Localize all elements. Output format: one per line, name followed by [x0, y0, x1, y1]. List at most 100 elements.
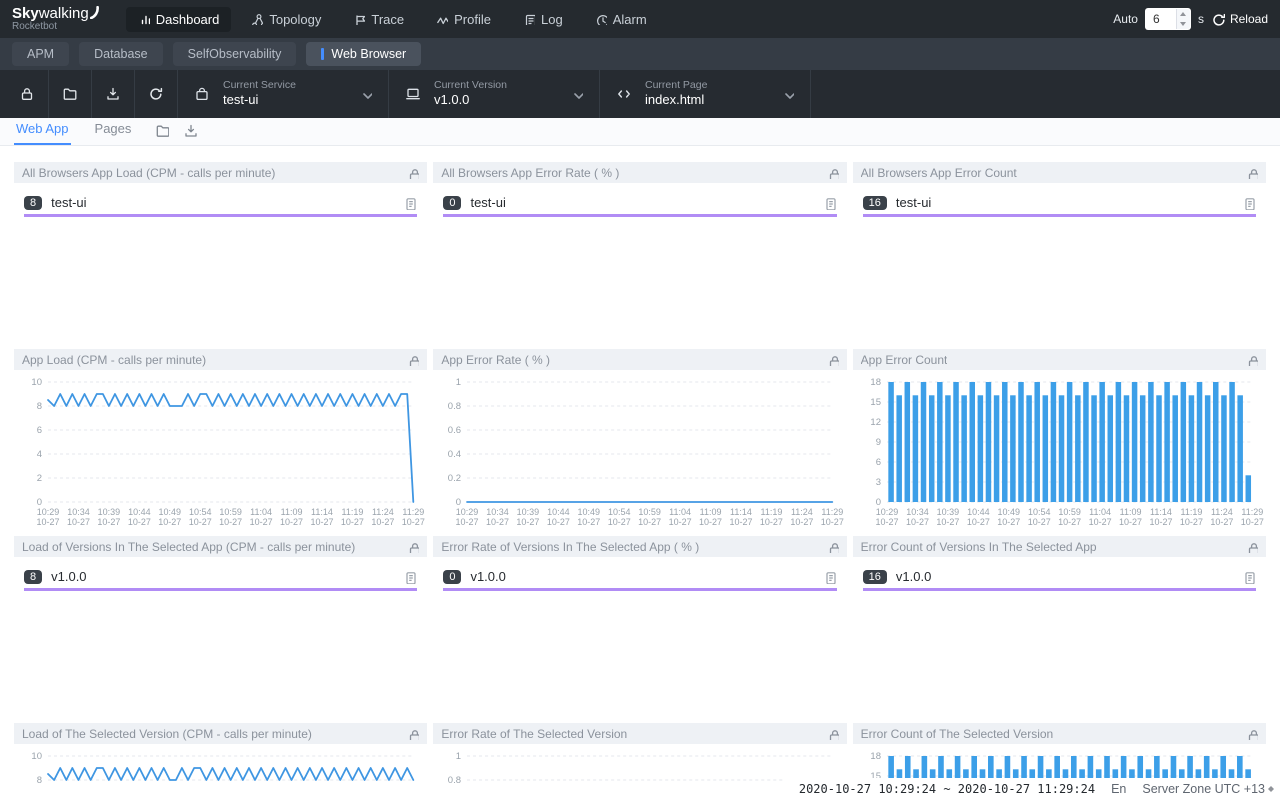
lock-icon[interactable]	[827, 354, 839, 366]
metric-name: v1.0.0	[470, 569, 506, 584]
tab-self-observability[interactable]: SelfObservability	[172, 42, 297, 66]
lock-icon[interactable]	[407, 541, 420, 553]
log-icon	[525, 14, 535, 25]
nav-topology[interactable]: Topology	[239, 7, 333, 32]
svg-text:10-27: 10-27	[189, 517, 212, 527]
zone-stepper[interactable]	[1268, 786, 1274, 792]
nav-dashboard[interactable]: Dashboard	[125, 6, 232, 32]
metric-list-item[interactable]: 16 v1.0.0	[862, 565, 1256, 591]
panel-header: All Browsers App Load (CPM - calls per m…	[14, 162, 428, 183]
lock-icon[interactable]	[1246, 728, 1258, 740]
lock-icon[interactable]	[1246, 167, 1258, 179]
nav-label: Topology	[269, 11, 322, 27]
svg-text:11:24: 11:24	[791, 507, 813, 517]
dashboard-icon	[139, 15, 150, 25]
nav-log[interactable]: Log	[511, 7, 575, 32]
divider	[177, 70, 178, 118]
current-page-selector[interactable]: Current Page index.html	[600, 70, 810, 118]
export-button[interactable]	[92, 70, 134, 118]
tab-web-browser[interactable]: Web Browser	[306, 42, 422, 66]
metric-list-item[interactable]: 8 test-ui	[24, 191, 418, 217]
metric-list-item[interactable]: 0 v1.0.0	[443, 565, 837, 591]
tab-label: Database	[94, 47, 148, 61]
copy-icon[interactable]	[1242, 196, 1256, 210]
metric-list-item[interactable]: 8 v1.0.0	[24, 565, 418, 591]
tab-apm[interactable]: APM	[12, 42, 70, 66]
metric-badge: 8	[24, 195, 43, 210]
svg-text:0: 0	[875, 497, 880, 508]
dashboard-panel: All Browsers App Load (CPM - calls per m…	[14, 162, 428, 345]
copy-icon[interactable]	[403, 196, 417, 210]
copy-icon[interactable]	[1242, 570, 1256, 584]
folder-icon[interactable]	[155, 123, 170, 137]
nav-profile[interactable]: Profile	[424, 7, 503, 32]
lock-button[interactable]	[6, 70, 48, 118]
lock-icon[interactable]	[407, 167, 420, 179]
selector-label: Current Page	[645, 79, 708, 92]
spinner-up-icon[interactable]	[1177, 9, 1190, 19]
panel-header: Error Rate of The Selected Version	[433, 723, 847, 744]
panel-title: App Load (CPM - calls per minute)	[22, 352, 207, 367]
metric-badge: 8	[24, 569, 43, 584]
svg-text:18: 18	[870, 751, 881, 762]
svg-text:12: 12	[870, 417, 881, 428]
lock-icon[interactable]	[1246, 354, 1258, 366]
divider	[134, 70, 135, 118]
tab-label: Pages	[94, 121, 132, 136]
refresh-button[interactable]	[135, 70, 177, 118]
lock-icon[interactable]	[407, 354, 420, 366]
divider	[599, 70, 600, 118]
svg-text:10-27: 10-27	[310, 517, 333, 527]
svg-text:10:39: 10:39	[936, 507, 959, 517]
tab-web-app[interactable]: Web App	[14, 116, 71, 145]
lock-icon[interactable]	[1246, 541, 1258, 553]
selector-value: index.html	[645, 92, 705, 108]
logo[interactable]: Sky walking Rocketbot	[12, 6, 100, 32]
panel-title: App Error Count	[860, 352, 948, 367]
reload-button[interactable]: Reload	[1211, 12, 1268, 26]
folder-button[interactable]	[49, 70, 91, 118]
copy-icon[interactable]	[823, 196, 837, 210]
svg-text:10:54: 10:54	[608, 507, 631, 517]
number-spinner	[1175, 9, 1190, 29]
copy-icon[interactable]	[823, 570, 837, 584]
metric-list-item[interactable]: 16 test-ui	[862, 191, 1256, 217]
dashboard-panel: Load of The Selected Version (CPM - call…	[14, 723, 428, 800]
svg-text:10:34: 10:34	[67, 507, 90, 517]
tab-database[interactable]: Database	[79, 42, 163, 66]
nav-alarm[interactable]: Alarm	[583, 7, 659, 32]
tab-label: SelfObservability	[187, 47, 282, 61]
svg-text:10:44: 10:44	[128, 507, 151, 517]
lock-icon[interactable]	[407, 728, 420, 740]
time-range-picker[interactable]: 2020-10-27 10:29:24 ~ 2020-10-27 11:29:2…	[798, 782, 1096, 796]
divider	[388, 70, 389, 118]
current-service-selector[interactable]: Current Service test-ui	[178, 70, 388, 118]
lock-icon	[21, 88, 33, 100]
nav-trace[interactable]: Trace	[341, 7, 416, 32]
spinner-down-icon[interactable]	[1177, 19, 1190, 29]
brand-subtitle: Rocketbot	[12, 20, 58, 32]
page-icon	[618, 89, 630, 98]
svg-text:10:29: 10:29	[875, 507, 898, 517]
svg-text:10:54: 10:54	[1028, 507, 1051, 517]
svg-text:4: 4	[37, 449, 42, 460]
lock-icon[interactable]	[827, 728, 839, 740]
svg-text:10:49: 10:49	[997, 507, 1020, 517]
lock-icon[interactable]	[827, 167, 839, 179]
metric-list-item[interactable]: 0 test-ui	[443, 191, 837, 217]
panel-title: Error Rate of Versions In The Selected A…	[441, 539, 700, 554]
dashboard-panel: All Browsers App Error Count 16 test-ui	[852, 162, 1266, 345]
download-icon[interactable]	[183, 123, 198, 137]
svg-text:10:49: 10:49	[578, 507, 601, 517]
svg-text:10-27: 10-27	[371, 517, 394, 527]
lock-icon[interactable]	[827, 541, 839, 553]
metric-name: v1.0.0	[895, 569, 932, 584]
svg-text:11:04: 11:04	[670, 507, 692, 517]
service-icon	[196, 87, 208, 100]
tab-pages[interactable]: Pages	[93, 116, 134, 145]
endpoint-tabs-bar: APM Database SelfObservability Web Brows…	[0, 38, 1280, 70]
copy-icon[interactable]	[403, 570, 417, 584]
language-toggle[interactable]: En	[1111, 782, 1127, 796]
current-version-selector[interactable]: Current Version v1.0.0	[389, 70, 599, 118]
svg-text:10:54: 10:54	[189, 507, 212, 517]
